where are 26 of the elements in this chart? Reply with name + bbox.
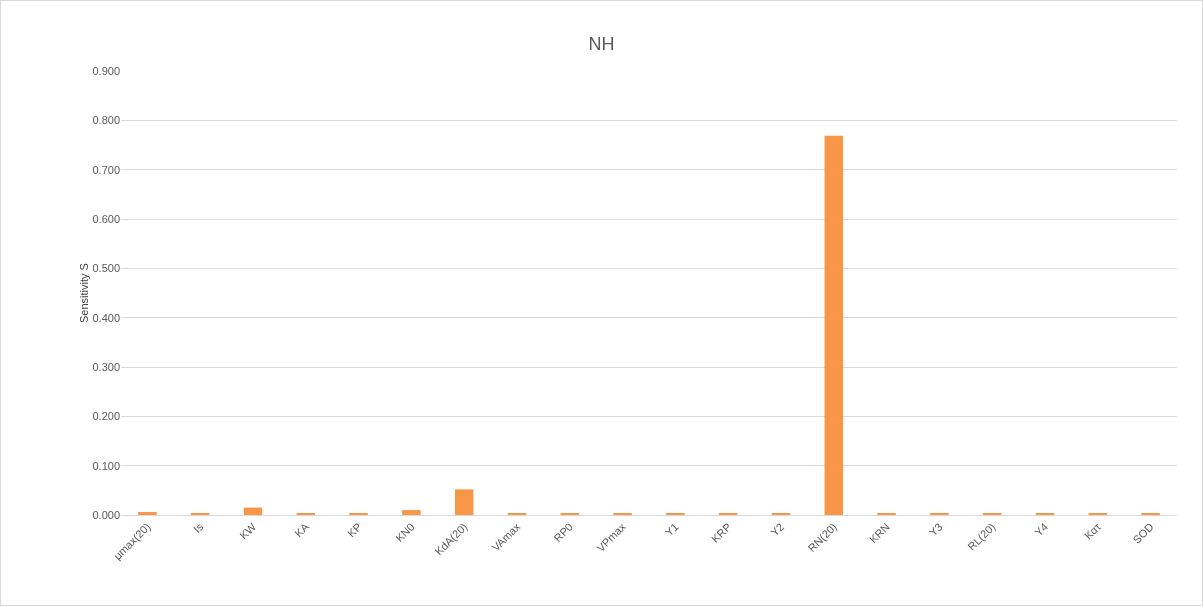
x-tick-label: Y1	[662, 520, 681, 539]
x-tick-label: KP	[345, 520, 364, 540]
bar	[138, 512, 157, 515]
y-tick-label: 0.300	[92, 360, 120, 373]
x-tick-label: Kατ	[1081, 520, 1104, 542]
chart-title: NH	[588, 33, 615, 54]
x-tick-label: Y3	[926, 520, 945, 539]
y-tick-label: 0.500	[92, 262, 120, 275]
y-tick-label: 0.200	[92, 410, 120, 423]
x-tick-label: Y4	[1032, 520, 1051, 539]
y-axis-title: Sensitivity S	[78, 263, 91, 323]
y-tick-label: 0.700	[92, 163, 120, 176]
y-tick-label: 0.400	[92, 311, 120, 324]
bar	[402, 510, 421, 515]
x-tick-label: KA	[292, 520, 312, 540]
y-tick-label: 0.800	[92, 114, 120, 127]
bar	[454, 489, 474, 515]
x-tick-label: Y2	[768, 520, 787, 539]
y-tick-label: 0.900	[92, 64, 120, 77]
y-tick-label: 0.100	[92, 459, 120, 472]
x-tick-label: KW	[237, 520, 259, 542]
x-tick-label: Is	[190, 520, 206, 536]
y-tick-label: 0.600	[92, 212, 120, 225]
y-tick-label: 0.000	[92, 508, 120, 521]
bar	[243, 507, 263, 515]
bar	[824, 135, 844, 515]
